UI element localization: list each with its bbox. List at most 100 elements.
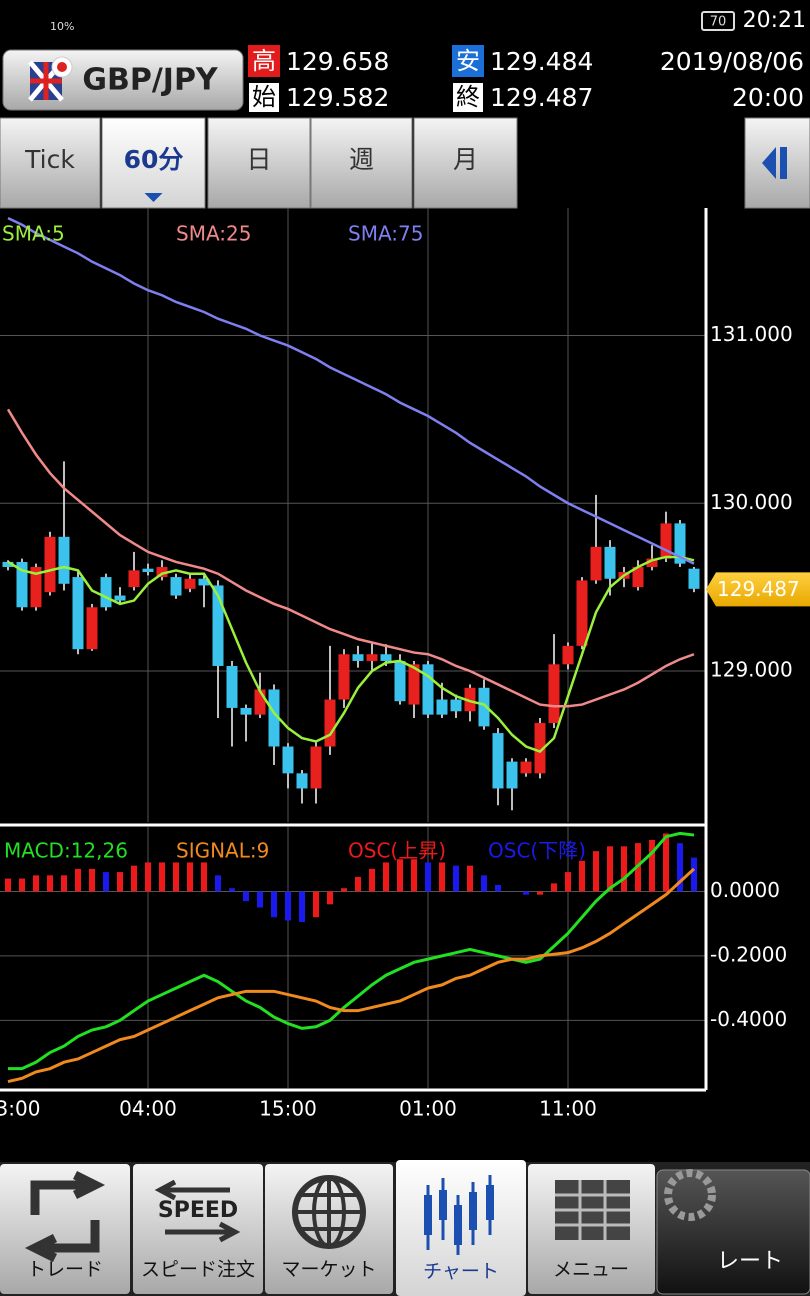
bottom-nav: トレード SPEED スピード注文 マーケット チャート メニュー レート: [0, 1160, 810, 1296]
candle-body: [226, 665, 238, 708]
tab[interactable]: [207, 117, 311, 209]
osc-bar: [551, 883, 557, 892]
nav-speed[interactable]: [133, 1164, 263, 1294]
nav-label: トレード: [27, 1259, 103, 1281]
legend-entry: SIGNAL:9: [176, 839, 269, 863]
candle-body: [450, 699, 462, 712]
candle-body: [282, 746, 294, 774]
candle-body: [296, 773, 308, 789]
candle-body: [16, 561, 28, 608]
candle-body: [44, 536, 56, 593]
nav-label: メニュー: [553, 1259, 629, 1281]
osc-bar: [453, 865, 459, 892]
x-tick-label: 3:00: [0, 1097, 40, 1121]
close-label: 終: [456, 83, 480, 111]
candle-body: [366, 654, 378, 661]
candle-body: [464, 687, 476, 712]
macd-line: [7, 867, 696, 1084]
candle-body: [632, 567, 644, 588]
time: 20:00: [732, 83, 804, 112]
sma-line: [6, 408, 695, 708]
collapse-bar: [780, 147, 787, 179]
candle-body: [436, 699, 448, 715]
osc-bar: [173, 862, 179, 892]
flag-cross-red: [30, 62, 62, 100]
osc-bar: [229, 888, 235, 892]
candle-body: [534, 723, 546, 774]
osc-bar: [495, 885, 501, 892]
collapse-button[interactable]: [744, 117, 810, 209]
tab-label: 日: [246, 145, 271, 174]
low-value: 129.484: [490, 47, 593, 76]
candle-body: [674, 523, 686, 564]
candle-body: [506, 761, 518, 789]
legend-entry: OSC(下降): [488, 839, 586, 863]
osc-bar: [565, 872, 571, 892]
tab-label: 週: [349, 145, 374, 174]
candle-body: [604, 546, 616, 579]
osc-bar: [663, 833, 669, 892]
candle-body: [156, 567, 168, 578]
trade-icon: [24, 1170, 106, 1263]
clock: 20:21: [743, 8, 806, 33]
candle-body: [310, 746, 322, 789]
osc-bar: [117, 872, 123, 892]
candle-body: [380, 654, 392, 661]
header: GBP/JPY 高 129.658 安 129.484 始 129.582 終 …: [2, 45, 804, 114]
high-badge: [248, 45, 280, 77]
date: 2019/08/06: [660, 47, 804, 76]
candle-body: [576, 580, 588, 646]
osc-bar: [33, 875, 39, 892]
osc-bar: [383, 862, 389, 892]
osc-bar: [607, 846, 613, 892]
open-value: 129.582: [286, 83, 389, 112]
osc-bar: [523, 891, 529, 895]
battery-icon: [701, 11, 735, 31]
nav-label: チャート: [423, 1261, 499, 1283]
candle-body: [142, 568, 154, 573]
osc-bar: [103, 872, 109, 892]
candle-body: [184, 578, 196, 589]
candle-body: [86, 607, 98, 650]
y-tick-label: 131.000: [710, 322, 793, 346]
osc-bar: [425, 862, 431, 892]
candle-body: [198, 578, 210, 586]
candle-body: [58, 536, 70, 584]
high-value: 129.658: [286, 47, 389, 76]
tab[interactable]: [310, 117, 413, 209]
tab[interactable]: [0, 117, 101, 209]
battery-text: 70: [710, 15, 727, 30]
candle-body: [170, 577, 182, 596]
candle-body: [114, 595, 126, 601]
globe-meridian: [312, 1176, 346, 1248]
speed-icon-text: SPEED: [158, 1198, 238, 1223]
osc-bar: [257, 891, 263, 908]
x-tick-label: 15:00: [259, 1097, 317, 1121]
tab[interactable]: [413, 117, 518, 209]
high-label: 高: [252, 47, 276, 75]
osc-bar: [5, 878, 11, 892]
osc-bar: [271, 891, 277, 918]
status-bar: 10% 70 20:21: [50, 8, 806, 33]
candle-body: [478, 687, 490, 727]
osc-bar: [19, 878, 25, 892]
osc-bar: [327, 891, 333, 905]
candle-body: [268, 689, 280, 747]
tab-label: 60分: [124, 145, 184, 174]
osc-bar: [355, 876, 361, 892]
menu-grid: [555, 1180, 630, 1240]
osc-bar: [677, 843, 683, 892]
legend-entry: SMA:5: [2, 222, 65, 246]
osc-bar: [593, 851, 599, 892]
nav-rate[interactable]: [656, 1169, 810, 1295]
low-badge: [452, 45, 484, 77]
candle-body: [520, 761, 532, 774]
y-tick-label: 0.0000: [710, 878, 780, 902]
osc-bar: [621, 846, 627, 892]
candle-body: [660, 523, 672, 559]
sma-line: [7, 555, 695, 753]
x-tick-label: 11:00: [539, 1097, 597, 1121]
legend-entry: OSC(上昇): [348, 839, 446, 863]
candle-body: [240, 707, 252, 715]
osc-bar: [299, 891, 305, 923]
